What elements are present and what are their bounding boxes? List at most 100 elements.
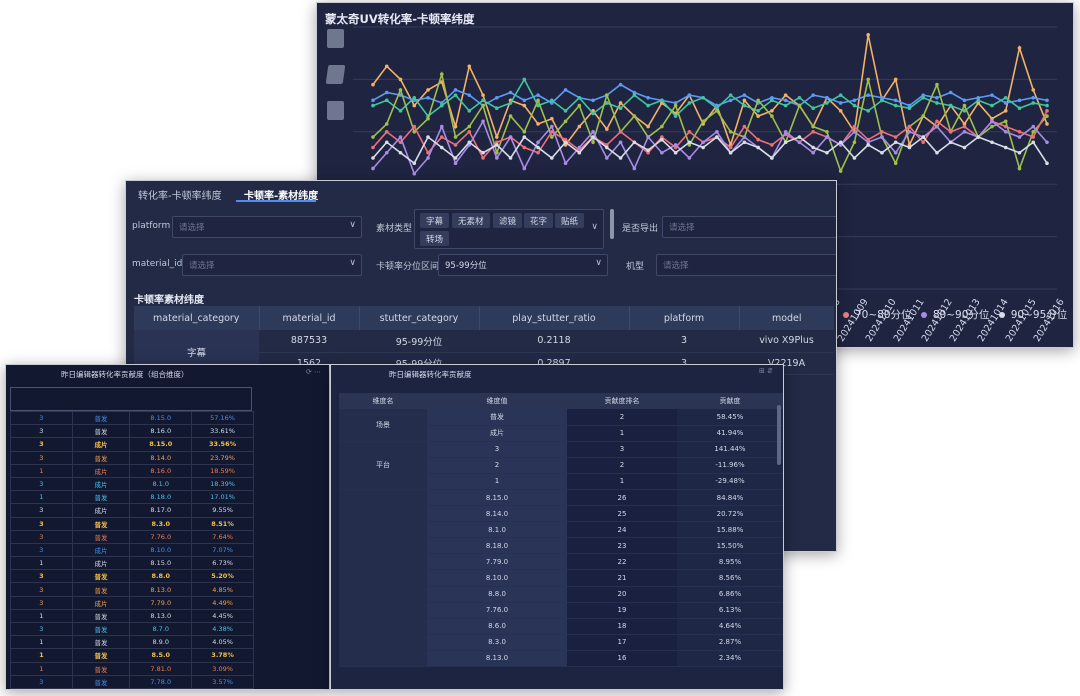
- data-point[interactable]: [990, 93, 994, 97]
- data-point[interactable]: [797, 140, 802, 145]
- material-tag[interactable]: 转场: [420, 231, 450, 246]
- legend-item[interactable]: 90~95分位: [993, 309, 1067, 321]
- data-point[interactable]: [715, 106, 719, 111]
- data-point[interactable]: [481, 119, 485, 124]
- data-point[interactable]: [673, 150, 678, 155]
- data-point[interactable]: [371, 82, 375, 87]
- table-row[interactable]: 字幕 887533 95-99分位 0.2118 3 vivo X9Plus: [134, 330, 834, 375]
- data-point[interactable]: [618, 130, 623, 134]
- data-point[interactable]: [453, 161, 458, 166]
- column-header[interactable]: model: [739, 306, 834, 330]
- data-point[interactable]: [1003, 124, 1008, 129]
- data-point[interactable]: [948, 130, 953, 134]
- data-point[interactable]: [770, 109, 774, 113]
- data-point[interactable]: [797, 135, 802, 139]
- table-row[interactable]: 8.15.0 26 84.84%: [339, 489, 783, 668]
- data-point[interactable]: [577, 103, 582, 108]
- data-point[interactable]: [838, 93, 843, 97]
- data-point[interactable]: [1017, 130, 1022, 134]
- data-point[interactable]: [976, 135, 981, 139]
- data-point[interactable]: [797, 95, 802, 100]
- data-point[interactable]: [687, 143, 692, 147]
- data-point[interactable]: [811, 93, 815, 97]
- data-point[interactable]: [962, 122, 967, 126]
- table-row[interactable]: 3 普发 8.7.0 4.38%: [10, 621, 254, 637]
- data-point[interactable]: [866, 33, 870, 37]
- data-point[interactable]: [439, 145, 444, 150]
- data-point[interactable]: [976, 95, 981, 100]
- data-point[interactable]: [398, 109, 403, 113]
- data-point[interactable]: [715, 135, 719, 139]
- data-point[interactable]: [453, 93, 458, 97]
- data-point[interactable]: [1031, 130, 1036, 134]
- data-point[interactable]: [1017, 46, 1022, 50]
- data-point[interactable]: [1017, 150, 1022, 155]
- data-point[interactable]: [453, 88, 458, 92]
- data-point[interactable]: [797, 103, 802, 108]
- data-point[interactable]: [990, 116, 994, 121]
- stutter-range-select[interactable]: 95-99分位 ∨: [438, 254, 608, 276]
- table-row[interactable]: 3 成片 8.17.0 9.55%: [10, 503, 254, 518]
- data-point[interactable]: [687, 156, 692, 160]
- data-point[interactable]: [536, 93, 540, 97]
- data-point[interactable]: [1031, 101, 1036, 105]
- data-point[interactable]: [494, 156, 499, 160]
- table-row[interactable]: 3 普发 8.13.0 4.85%: [10, 582, 254, 597]
- data-point[interactable]: [770, 156, 774, 160]
- data-point[interactable]: [838, 169, 843, 173]
- column-header[interactable]: 维度名: [339, 393, 427, 409]
- data-point[interactable]: [371, 145, 375, 150]
- panel-side-icon-1[interactable]: [327, 29, 344, 48]
- data-point[interactable]: [481, 98, 485, 103]
- model-select[interactable]: 请选择: [656, 254, 836, 276]
- data-point[interactable]: [825, 150, 829, 155]
- data-point[interactable]: [481, 156, 485, 160]
- data-point[interactable]: [412, 95, 417, 100]
- data-point[interactable]: [893, 98, 898, 103]
- table-row[interactable]: 7.79.0 22 8.95%: [339, 553, 783, 571]
- data-point[interactable]: [1031, 88, 1036, 92]
- data-point[interactable]: [728, 150, 733, 155]
- data-point[interactable]: [563, 137, 568, 142]
- series-line[interactable]: [372, 83, 1048, 107]
- data-point[interactable]: [550, 116, 554, 121]
- data-point[interactable]: [577, 95, 582, 100]
- data-point[interactable]: [852, 98, 857, 103]
- table-row[interactable]: 1 1 -29.48%: [339, 473, 783, 490]
- data-point[interactable]: [866, 109, 870, 113]
- data-point[interactable]: [426, 95, 430, 100]
- data-point[interactable]: [1017, 166, 1022, 171]
- data-point[interactable]: [439, 101, 444, 105]
- table-row[interactable]: 8.1.0 24 15.88%: [339, 521, 783, 539]
- data-point[interactable]: [962, 130, 967, 134]
- data-point[interactable]: [907, 106, 912, 111]
- data-point[interactable]: [632, 140, 637, 145]
- table-row[interactable]: 平台 3 3 141.44%: [339, 441, 783, 490]
- data-point[interactable]: [618, 82, 623, 87]
- data-point[interactable]: [563, 88, 568, 92]
- table-row[interactable]: 1 普发 8.13.0 4.45%: [10, 608, 254, 624]
- data-point[interactable]: [811, 150, 815, 155]
- data-point[interactable]: [1031, 135, 1036, 139]
- material-tag[interactable]: 贴纸: [555, 213, 585, 228]
- data-point[interactable]: [715, 130, 719, 134]
- data-point[interactable]: [728, 98, 733, 103]
- data-point[interactable]: [880, 130, 884, 134]
- data-point[interactable]: [426, 88, 430, 92]
- data-point[interactable]: [1017, 135, 1022, 139]
- data-point[interactable]: [935, 82, 939, 87]
- data-point[interactable]: [990, 140, 994, 145]
- data-point[interactable]: [371, 103, 375, 108]
- data-point[interactable]: [550, 101, 554, 105]
- data-point[interactable]: [962, 145, 967, 150]
- data-point[interactable]: [371, 135, 375, 139]
- data-point[interactable]: [687, 140, 692, 145]
- data-point[interactable]: [756, 114, 760, 118]
- data-point[interactable]: [646, 124, 650, 129]
- data-point[interactable]: [783, 93, 788, 97]
- data-point[interactable]: [536, 145, 540, 150]
- material-id-select[interactable]: 请选择 ∨: [182, 254, 362, 276]
- table-row[interactable]: 1 普发 8.18.0 17.01%: [10, 490, 254, 505]
- data-point[interactable]: [907, 130, 912, 134]
- data-point[interactable]: [646, 103, 650, 108]
